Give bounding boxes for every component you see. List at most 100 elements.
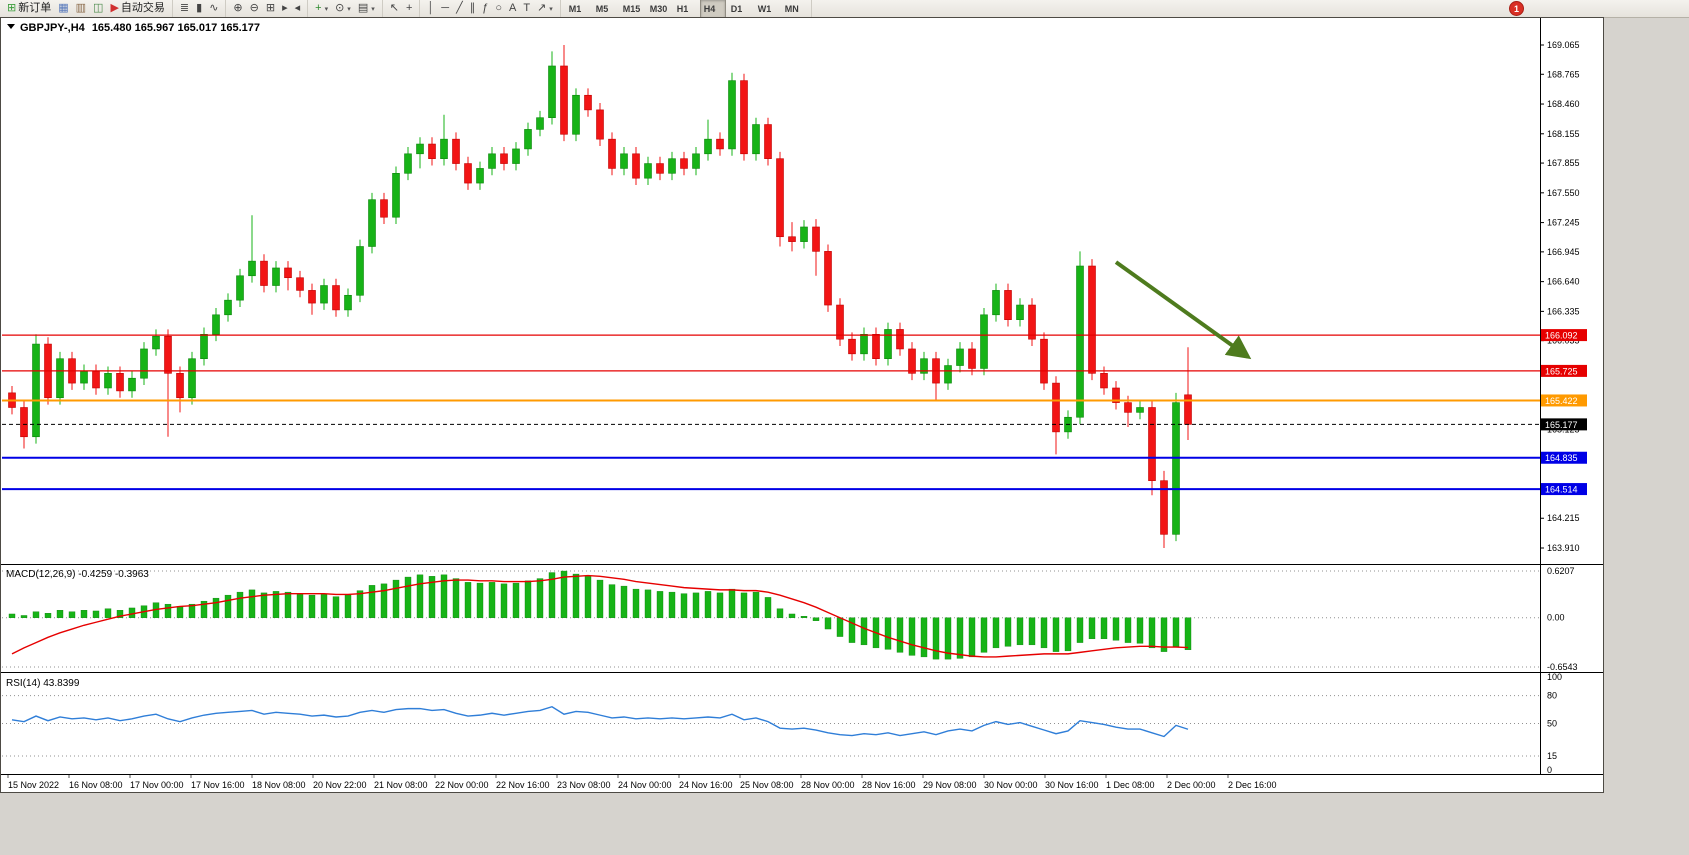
candles-layer — [8, 45, 1192, 548]
chart-title: GBPJPY-,H4 165.480 165.967 165.017 165.17… — [20, 22, 260, 34]
crosshair-button[interactable]: + — [403, 1, 415, 16]
chevron-down-icon[interactable]: ▾ — [549, 5, 553, 13]
bar-chart-button[interactable]: ≣ — [177, 1, 192, 16]
time-label: 24 Nov 00:00 — [618, 780, 672, 790]
candle-body — [1148, 407, 1156, 481]
alert-badge[interactable]: 1 — [1509, 1, 1524, 16]
macd-bar — [884, 617, 892, 650]
tile-windows-icon: ⊞ — [265, 2, 276, 14]
text-label-button[interactable]: T — [520, 1, 533, 16]
trade-group: ⊞ 新订单 ▦ ▥ ◫ ▶ 自动交易 — [0, 0, 173, 17]
candle-body — [452, 138, 460, 164]
candle-body — [392, 173, 400, 218]
tf-m30-button[interactable]: M30 — [649, 3, 668, 14]
macd-bar — [320, 594, 328, 618]
time-label: 28 Nov 16:00 — [862, 780, 916, 790]
macd-bar — [788, 613, 796, 618]
equidistant-channel-icon: ∥ — [469, 2, 476, 14]
time-label: 25 Nov 08:00 — [740, 780, 794, 790]
candle-body — [704, 138, 712, 155]
profiles-button[interactable]: ▥ — [73, 1, 89, 16]
cursor-button[interactable]: ↖ — [387, 1, 402, 16]
tf-w1-button[interactable]: W1 — [757, 3, 772, 14]
new-order-button[interactable]: ⊞ 新订单 — [4, 1, 54, 16]
chevron-down-icon[interactable]: ▾ — [371, 5, 375, 13]
price-tick-label: 169.065 — [1547, 40, 1580, 50]
tf-d1-button[interactable]: D1 — [730, 3, 743, 14]
shapes-button[interactable]: ○ — [492, 1, 505, 16]
price-tick-label: 167.855 — [1547, 158, 1580, 168]
chevron-down-icon[interactable]: ▾ — [324, 5, 329, 13]
candle-body — [1160, 480, 1168, 535]
macd-bar — [1076, 617, 1084, 643]
fibonacci-icon: ƒ — [482, 2, 489, 14]
indicators-button[interactable]: + ▾ — [312, 1, 331, 16]
fibonacci-button[interactable]: ƒ — [479, 1, 491, 16]
price-tick-label: 168.460 — [1547, 99, 1580, 109]
chart-dropdown-icon[interactable] — [7, 24, 15, 29]
vertical-line-button[interactable]: │ — [424, 1, 437, 16]
macd-bar — [524, 580, 532, 618]
auto-trading-button[interactable]: ▶ 自动交易 — [107, 1, 167, 16]
chevron-down-icon[interactable]: ▾ — [347, 5, 351, 13]
candle-body — [872, 334, 880, 360]
price-tick-label: 166.335 — [1547, 306, 1580, 316]
trendline-button[interactable]: ╱ — [453, 1, 466, 16]
chart-canvas[interactable]: 169.065 168.765 168.460 168.155 167.855 167.5… — [0, 17, 1604, 793]
arrows-icon: ↗ — [537, 2, 547, 14]
horizontal-line-button[interactable]: ─ — [438, 1, 452, 16]
macd-bar — [440, 574, 448, 618]
macd-layer — [2, 570, 1540, 668]
candle-body — [824, 251, 832, 306]
zoom-out-icon: ⊖ — [249, 2, 259, 14]
periods-button[interactable]: ⊙ ▾ — [332, 1, 354, 16]
macd-bar — [944, 617, 952, 660]
price-tick-label: 166.640 — [1547, 277, 1580, 287]
candle-body — [404, 153, 412, 174]
zoom-in-button[interactable]: ⊕ — [230, 1, 245, 16]
candle-body — [512, 148, 520, 164]
candle-body — [476, 168, 484, 184]
time-label: 17 Nov 00:00 — [130, 780, 184, 790]
tf-mn-button[interactable]: MN — [784, 3, 799, 14]
macd-bar — [596, 579, 604, 618]
tf-h4-button[interactable]: H4 — [699, 0, 726, 18]
price-line-badge — [1541, 364, 1587, 377]
macd-bar — [392, 579, 400, 618]
chart-shift-button[interactable]: ◂ — [292, 1, 304, 16]
hlines-layer — [2, 334, 1540, 491]
auto-trading-label: 自动交易 — [120, 2, 165, 14]
line-chart-button[interactable]: ∿ — [206, 1, 221, 16]
price-line-badge-label: 164.514 — [1545, 485, 1578, 495]
candle-body — [80, 371, 88, 384]
candle-body — [536, 117, 544, 130]
candlestick-chart-button[interactable]: ▮ — [193, 1, 205, 16]
tf-h1-button[interactable]: H1 — [676, 3, 689, 14]
tf-m15-button[interactable]: M15 — [622, 3, 641, 14]
macd-bar — [956, 617, 964, 659]
templates-button[interactable]: ▤ ▾ — [355, 1, 378, 16]
macd-bar — [272, 591, 280, 618]
tf-m5-button[interactable]: M5 — [595, 3, 609, 14]
data-window-button[interactable]: ◫ — [90, 1, 106, 16]
text-button[interactable]: A — [506, 1, 519, 16]
trend-arrow[interactable] — [1114, 260, 1252, 360]
price-line-badge — [1541, 483, 1587, 496]
macd-bar — [536, 578, 544, 618]
macd-bar — [80, 610, 88, 618]
auto-scroll-button[interactable]: ▸ — [279, 1, 291, 16]
arrows-button[interactable]: ↗ ▾ — [534, 1, 556, 16]
tile-windows-button[interactable]: ⊞ — [263, 1, 278, 16]
candle-body — [164, 335, 172, 374]
tf-m1-button[interactable]: M1 — [568, 3, 582, 14]
price-tick-label: 168.155 — [1547, 129, 1580, 139]
macd-bar — [164, 603, 172, 618]
time-label: 24 Nov 16:00 — [679, 780, 733, 790]
equidistant-channel-button[interactable]: ∥ — [467, 1, 479, 16]
zoom-out-button[interactable]: ⊖ — [247, 1, 262, 16]
candle-body — [128, 377, 136, 392]
charts-grid-button[interactable]: ▦ — [55, 1, 71, 16]
annotation-layer — [1114, 260, 1252, 360]
macd-bar — [1160, 617, 1168, 652]
cursor-group: ↖ + — [383, 0, 421, 17]
